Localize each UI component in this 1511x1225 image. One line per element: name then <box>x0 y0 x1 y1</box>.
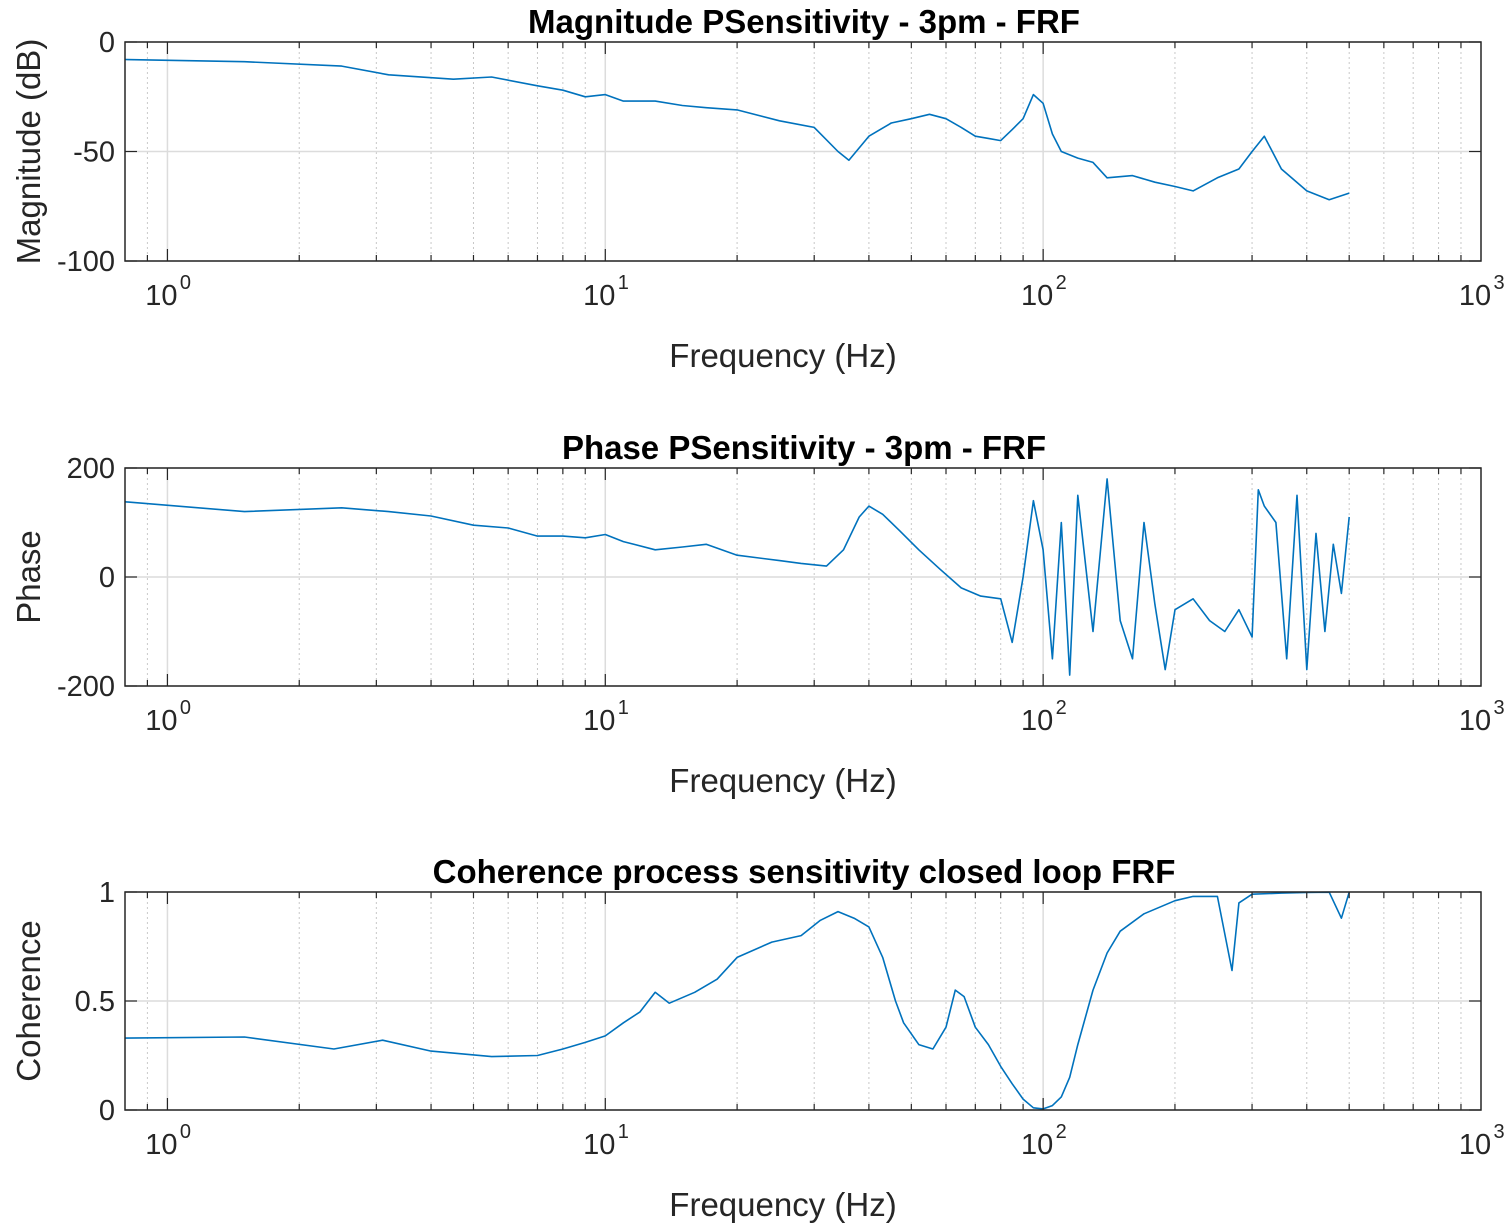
x-tick-label: 10 <box>583 1129 615 1161</box>
y-tick-label: -200 <box>57 671 115 703</box>
grid <box>125 467 1481 687</box>
x-tick-label: 10 <box>583 280 615 312</box>
chart-title: Coherence process sensitivity closed loo… <box>433 853 1176 890</box>
y-tick-label: 0 <box>99 1095 115 1127</box>
x-tick-exponent: 3 <box>1493 697 1504 719</box>
y-tick-label: 1 <box>99 877 115 909</box>
y-axis-label: Magnitude (dB) <box>10 39 47 265</box>
y-tick-label: -50 <box>73 137 115 169</box>
x-tick-exponent: 1 <box>618 272 629 294</box>
x-ticks <box>125 467 1481 687</box>
y-tick-label: 200 <box>67 453 115 485</box>
x-tick-label: 10 <box>145 280 177 312</box>
x-tick-label: 10 <box>1459 280 1491 312</box>
chart-title: Magnitude PSensitivity - 3pm - FRF <box>528 3 1080 40</box>
x-tick-label: 10 <box>145 1129 177 1161</box>
x-tick-exponent: 2 <box>1056 272 1067 294</box>
y-tick-label: 0 <box>99 27 115 59</box>
x-axis-label: Frequency (Hz) <box>669 762 896 799</box>
x-tick-label: 10 <box>583 705 615 737</box>
y-axis-label: Coherence <box>10 920 47 1081</box>
x-tick-label: 10 <box>1021 705 1053 737</box>
chart-title: Phase PSensitivity - 3pm - FRF <box>562 429 1046 466</box>
x-tick-exponent: 2 <box>1056 1121 1067 1143</box>
x-tick-label: 10 <box>1021 280 1053 312</box>
grid <box>125 891 1481 1111</box>
x-tick-exponent: 2 <box>1056 697 1067 719</box>
x-tick-exponent: 3 <box>1493 1121 1504 1143</box>
x-tick-exponent: 1 <box>618 697 629 719</box>
series-line-1 <box>124 891 1350 1110</box>
y-axis-label: Phase <box>10 530 47 624</box>
grid <box>125 41 1481 262</box>
x-tick-label: 10 <box>145 705 177 737</box>
x-tick-exponent: 0 <box>180 272 191 294</box>
x-ticks <box>125 41 1481 262</box>
x-tick-label: 10 <box>1021 1129 1053 1161</box>
y-tick-label: -100 <box>57 246 115 278</box>
x-tick-exponent: 0 <box>180 697 191 719</box>
y-tick-label: 0.5 <box>75 986 115 1018</box>
x-ticks <box>125 891 1481 1111</box>
y-tick-label: 0 <box>99 562 115 594</box>
series-line-1 <box>124 478 1350 676</box>
x-axis-label: Frequency (Hz) <box>669 337 896 374</box>
x-tick-label: 10 <box>1459 1129 1491 1161</box>
x-tick-label: 10 <box>1459 705 1491 737</box>
x-axis-label: Frequency (Hz) <box>669 1186 896 1223</box>
x-tick-exponent: 1 <box>618 1121 629 1143</box>
x-tick-exponent: 0 <box>180 1121 191 1143</box>
x-tick-exponent: 3 <box>1493 272 1504 294</box>
series-line-1 <box>124 58 1350 201</box>
